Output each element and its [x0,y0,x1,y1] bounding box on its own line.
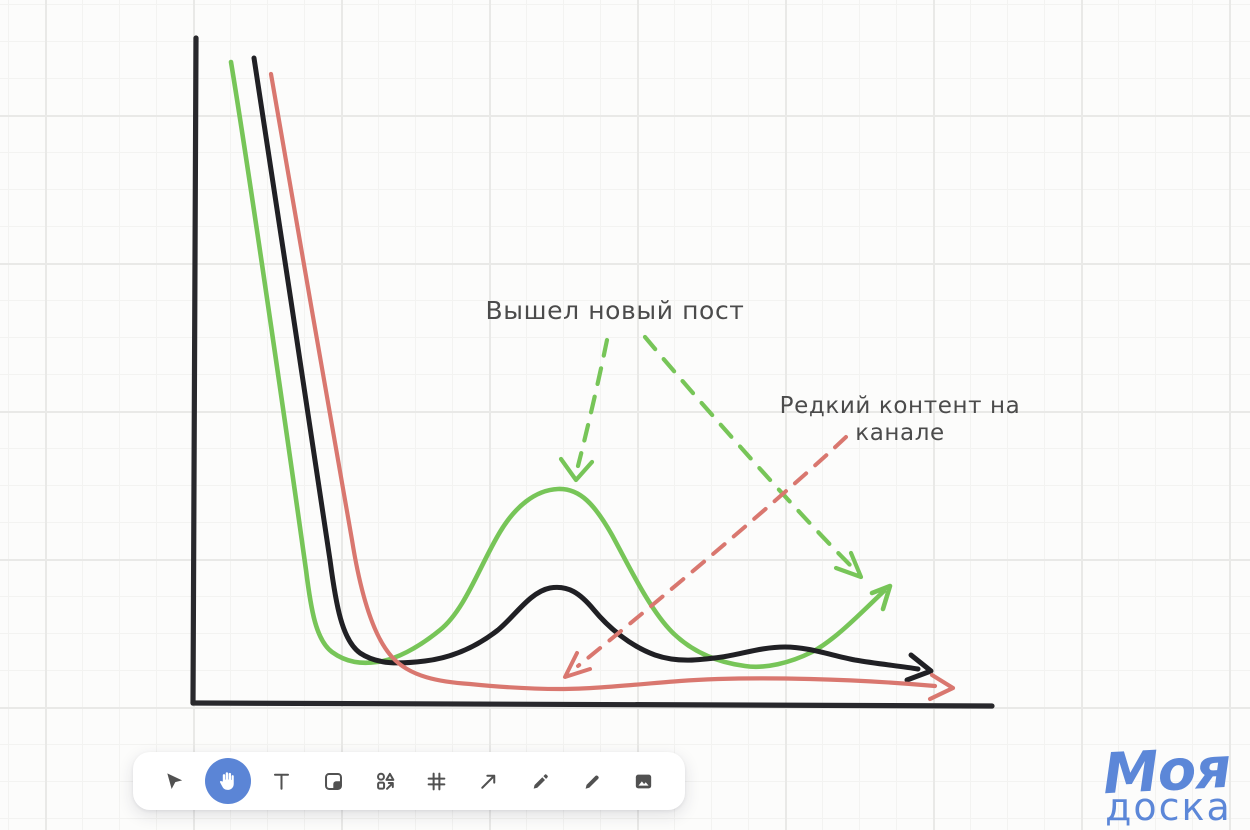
cursor-icon [166,772,182,789]
annotation-rare-content[interactable]: Редкий контент на канале [764,393,1036,446]
x-axis[interactable] [190,700,995,709]
shapes-icon [376,772,394,790]
sticky-note-icon [324,772,342,790]
axes[interactable] [190,35,995,709]
tool-image-button[interactable] [623,760,665,802]
tool-pencil-button[interactable] [519,760,561,802]
red-dashed-arrow[interactable] [563,435,848,679]
green-curve[interactable] [228,59,893,670]
y-axis[interactable] [190,35,199,706]
tool-text-button[interactable] [261,760,303,802]
tool-select-button[interactable] [153,760,195,802]
pen-icon [585,775,599,789]
tool-arrow-button[interactable] [468,760,510,802]
tool-sticky-note-button[interactable] [312,760,354,802]
black-curve[interactable] [251,55,934,683]
green-dashed-arrow-right[interactable] [642,334,864,580]
tool-pen-button[interactable] [571,760,613,802]
annotation-rare-content-line1: Редкий контент на [779,393,1021,419]
toolbar [133,752,685,810]
annotation-new-post[interactable]: Вышел новый пост [485,296,745,325]
text-icon [274,773,290,790]
hand-icon [219,772,234,790]
app-logo: Моя доска [1101,735,1234,829]
green-curve-arrowhead [869,583,893,612]
red-curve[interactable] [268,71,956,702]
image-icon [636,774,652,788]
arrow-icon [481,774,496,789]
red-curve-arrowhead [927,672,956,702]
app-logo-line1: Моя [1101,735,1232,808]
green-dashed-arrow-left[interactable] [558,337,610,483]
black-curve-arrowhead [904,652,934,683]
tool-frame-button[interactable] [416,760,458,802]
tool-hand-button[interactable] [204,758,251,804]
pencil-icon [533,773,548,789]
annotation-rare-content-line2: канале [855,419,945,446]
app-logo-line2: доска [1105,785,1232,829]
tool-shapes-button[interactable] [364,760,406,802]
frame-icon [427,772,446,790]
